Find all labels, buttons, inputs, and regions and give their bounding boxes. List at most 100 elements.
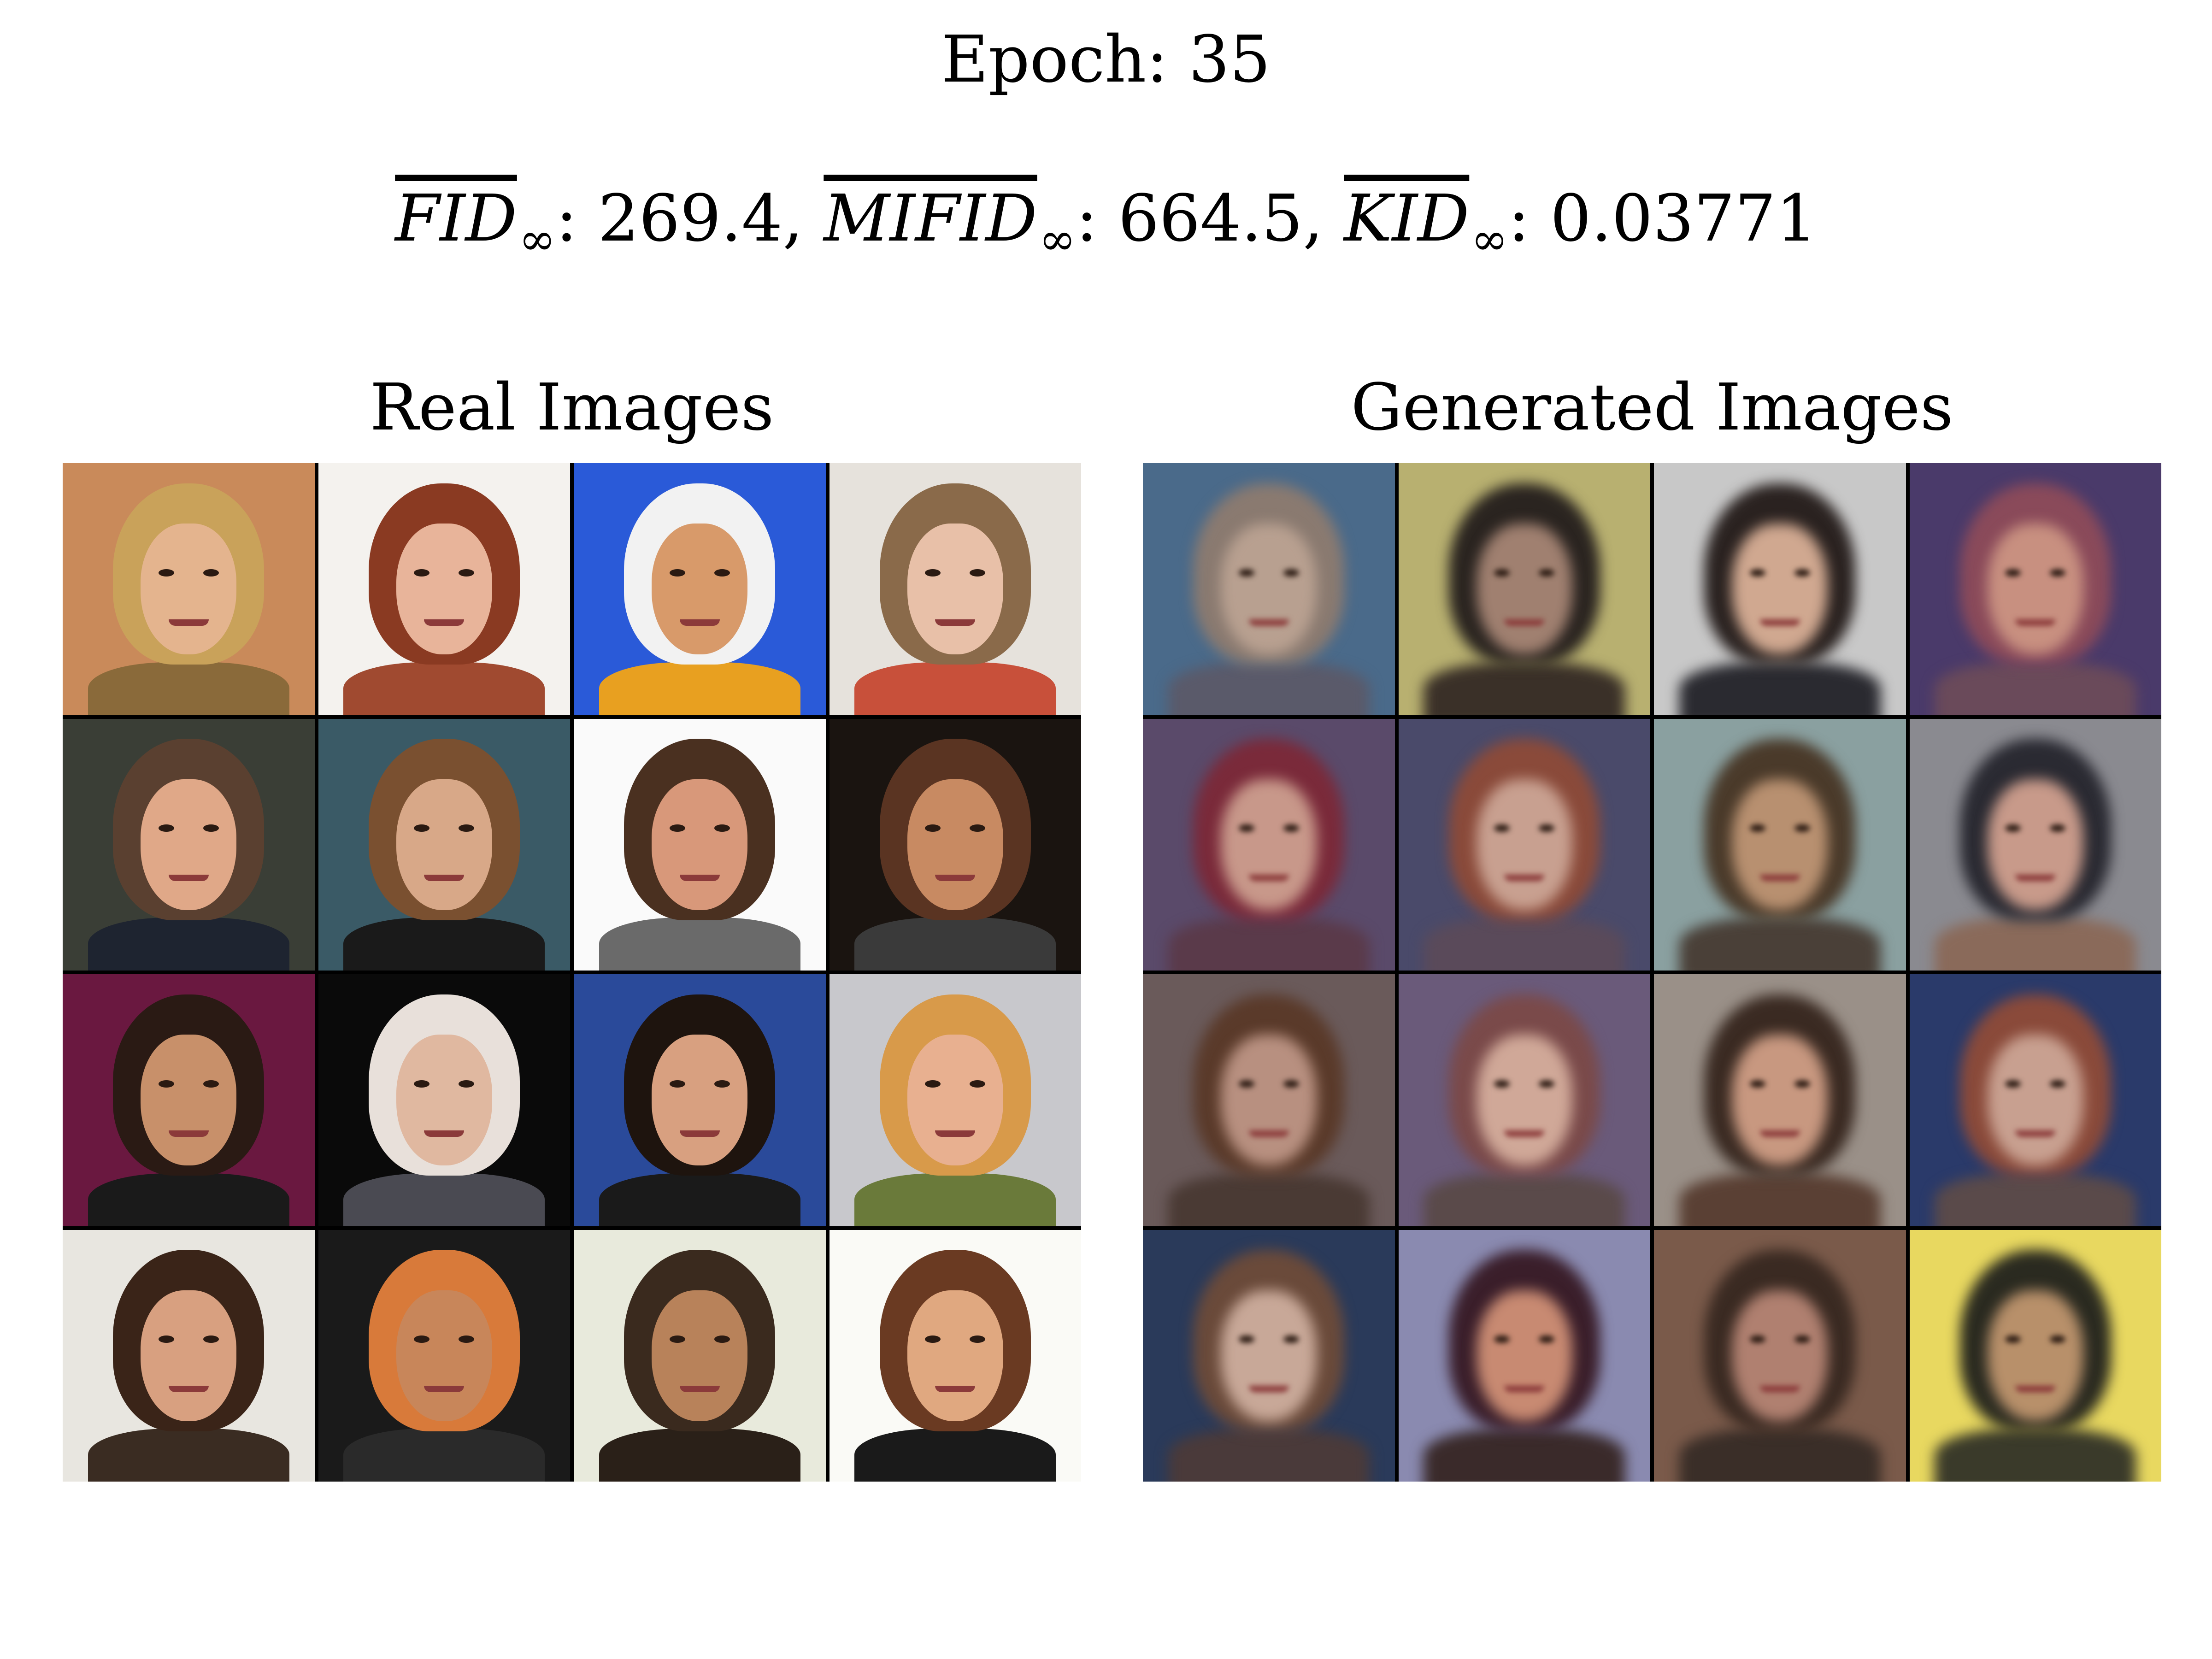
shoulders — [854, 1173, 1056, 1226]
face — [1987, 779, 2083, 910]
kid-subscript: ∞ — [1471, 213, 1508, 265]
mouth — [424, 1130, 465, 1137]
left-eye — [1494, 569, 1510, 577]
left-eye — [158, 569, 174, 577]
generated-image-tile — [1909, 1230, 2161, 1482]
real-image-tile — [318, 974, 570, 1226]
left-eye — [1494, 824, 1510, 832]
left-eye — [1749, 824, 1765, 832]
shoulders — [1935, 918, 2136, 971]
generated-image-tile — [1143, 974, 1395, 1226]
face — [1987, 1035, 2083, 1166]
face — [907, 1035, 1003, 1166]
generated-image-tile — [1398, 463, 1650, 715]
mouth — [679, 619, 720, 626]
shoulders — [1424, 1429, 1625, 1482]
face — [1476, 779, 1572, 910]
face — [652, 524, 748, 655]
shoulders — [1935, 1173, 2136, 1226]
right-eye — [459, 1080, 475, 1088]
right-eye — [459, 824, 475, 832]
mouth — [2015, 1130, 2056, 1137]
face — [652, 1035, 748, 1166]
epoch-value: 35 — [1188, 22, 1271, 97]
real-images-grid — [63, 463, 1081, 1482]
generated-image-tile — [1398, 1230, 1650, 1482]
generated-image-tile — [1654, 718, 1906, 971]
shoulders — [1935, 662, 2136, 715]
shoulders — [599, 1429, 800, 1482]
right-eye — [1539, 569, 1555, 577]
shoulders — [599, 662, 800, 715]
right-eye — [203, 1080, 219, 1088]
left-eye — [1749, 1080, 1765, 1088]
right-eye — [1283, 569, 1299, 577]
face — [1221, 1035, 1317, 1166]
shoulders — [599, 1173, 800, 1226]
generated-image-tile — [1143, 463, 1395, 715]
left-eye — [1238, 569, 1254, 577]
right-eye — [1539, 1335, 1555, 1343]
left-eye — [669, 569, 685, 577]
mouth — [679, 1130, 720, 1137]
left-eye — [158, 1080, 174, 1088]
mouth — [935, 619, 976, 626]
epoch-label: Epoch: — [941, 22, 1168, 97]
shoulders — [1679, 1173, 1881, 1226]
shoulders — [343, 918, 545, 971]
real-image-tile — [574, 718, 826, 971]
generated-image-tile — [1654, 1230, 1906, 1482]
face — [1732, 779, 1828, 910]
face — [1221, 1290, 1317, 1421]
mouth — [2015, 1386, 2056, 1393]
left-eye — [2005, 1335, 2021, 1343]
face — [141, 1290, 237, 1421]
fid-name: FID — [395, 181, 517, 256]
left-eye — [925, 1080, 941, 1088]
shoulders — [1424, 918, 1625, 971]
right-eye — [1539, 824, 1555, 832]
shoulders — [1424, 1173, 1625, 1226]
epoch-title: Epoch: 35 — [0, 18, 2212, 101]
right-eye — [459, 569, 475, 577]
left-eye — [1749, 569, 1765, 577]
face — [396, 779, 492, 910]
shoulders — [88, 1173, 289, 1226]
mouth — [935, 1130, 976, 1137]
right-eye — [203, 569, 219, 577]
right-eye — [1283, 1080, 1299, 1088]
mouth — [168, 875, 209, 882]
left-eye — [1494, 1080, 1510, 1088]
left-eye — [158, 824, 174, 832]
real-image-tile — [574, 974, 826, 1226]
kid-value: 0.03771 — [1550, 181, 1817, 256]
left-eye — [414, 824, 430, 832]
right-eye — [203, 824, 219, 832]
right-eye — [1539, 1080, 1555, 1088]
shoulders — [1679, 918, 1881, 971]
left-eye — [158, 1335, 174, 1343]
real-image-tile — [318, 1230, 570, 1482]
shoulders — [1424, 662, 1625, 715]
left-eye — [669, 1335, 685, 1343]
mouth — [679, 875, 720, 882]
face — [1732, 1290, 1828, 1421]
right-eye — [970, 569, 986, 577]
mouth — [679, 1386, 720, 1393]
shoulders — [1168, 662, 1370, 715]
generated-image-tile — [1398, 718, 1650, 971]
mifid-subscript: ∞ — [1039, 213, 1076, 265]
left-eye — [414, 1080, 430, 1088]
fid-value: 269.4 — [598, 181, 783, 256]
shoulders — [343, 662, 545, 715]
left-eye — [1238, 824, 1254, 832]
real-image-tile — [63, 463, 315, 715]
face — [1732, 524, 1828, 655]
real-image-tile — [829, 463, 1081, 715]
left-eye — [1238, 1335, 1254, 1343]
face — [907, 1290, 1003, 1421]
face — [1476, 1035, 1572, 1166]
left-eye — [414, 569, 430, 577]
generated-image-tile — [1143, 1230, 1395, 1482]
mifid-value: 664.5 — [1118, 181, 1303, 256]
